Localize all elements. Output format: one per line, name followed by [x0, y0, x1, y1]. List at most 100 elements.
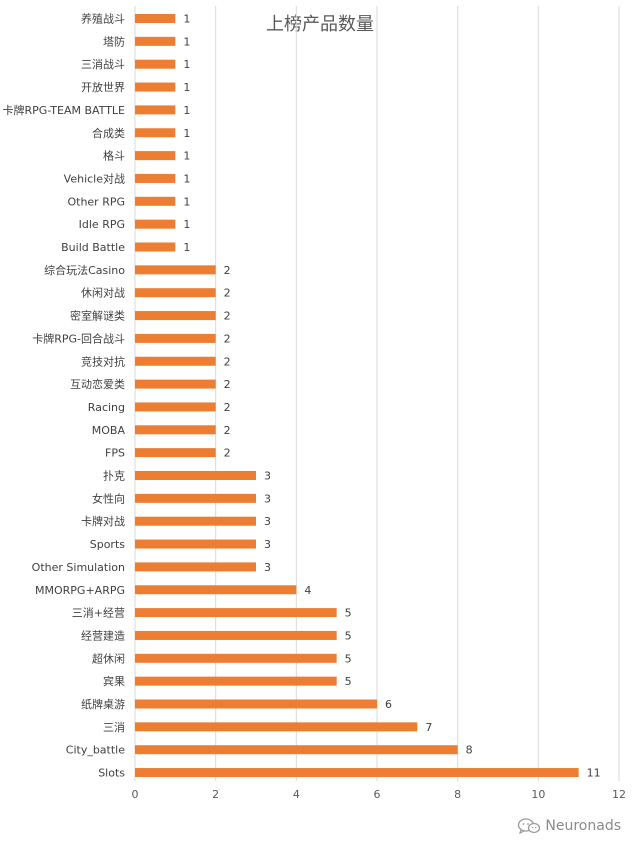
bar [135, 82, 176, 92]
bar [135, 128, 176, 138]
bar [135, 105, 176, 115]
data-label: 2 [224, 355, 231, 368]
category-label: Racing [88, 401, 125, 414]
category-label: 超休闲 [92, 651, 125, 665]
data-label: 1 [183, 172, 190, 185]
data-label: 3 [264, 561, 271, 574]
data-label: 11 [587, 767, 601, 780]
category-label: 卡牌RPG-TEAM BATTLE [3, 103, 126, 117]
x-tick-label: 2 [212, 788, 219, 801]
category-label: 综合玩法Casino [44, 263, 125, 277]
bar [135, 722, 418, 732]
bar [135, 173, 176, 183]
bar [135, 448, 216, 458]
data-label: 1 [183, 218, 190, 231]
bar [135, 356, 216, 366]
data-label: 2 [224, 401, 231, 414]
data-label: 1 [183, 241, 190, 254]
category-label: Build Battle [61, 241, 125, 254]
bar [135, 676, 337, 686]
x-tick-label: 0 [132, 788, 139, 801]
category-label: 休闲对战 [81, 286, 125, 300]
x-tick-label: 12 [612, 788, 626, 801]
data-label: 3 [264, 470, 271, 483]
bar [135, 745, 458, 755]
category-label: 宾果 [103, 674, 125, 688]
category-label: 密室解谜类 [70, 309, 125, 323]
category-label: 开放世界 [81, 80, 125, 94]
category-label: 格斗 [103, 149, 125, 163]
watermark: Neuronads [517, 818, 621, 834]
category-label: 竞技对抗 [81, 354, 125, 368]
bar [135, 493, 256, 503]
bar [135, 653, 337, 663]
bar [135, 562, 256, 572]
data-label: 1 [183, 150, 190, 163]
bar [135, 196, 176, 206]
category-label: 三消战斗 [81, 57, 125, 71]
bar [135, 14, 176, 23]
x-tick-label: 10 [531, 788, 545, 801]
category-label: 三消 [103, 720, 125, 734]
bar [135, 151, 176, 161]
category-label: Vehicle对战 [64, 171, 125, 185]
category-label: 女性向 [92, 491, 125, 505]
category-label: Sports [90, 538, 126, 551]
data-label: 5 [345, 652, 352, 665]
data-label: 2 [224, 447, 231, 460]
data-label: 2 [224, 310, 231, 323]
bar [135, 768, 579, 778]
bar [135, 516, 256, 526]
bar [135, 699, 377, 709]
x-tick-label: 8 [454, 788, 461, 801]
bar [135, 265, 216, 275]
data-label: 1 [183, 127, 190, 140]
data-label: 7 [425, 721, 432, 734]
wechat-icon [518, 818, 541, 834]
bar [135, 242, 176, 252]
bar [135, 311, 216, 321]
bar [135, 630, 337, 640]
data-label: 3 [264, 538, 271, 551]
category-label: 经营建造 [81, 628, 125, 642]
data-label: 1 [183, 35, 190, 48]
data-label: 2 [224, 264, 231, 277]
x-tick-label: 6 [374, 788, 381, 801]
category-label: 养殖战斗 [81, 12, 125, 26]
data-label: 5 [345, 629, 352, 642]
bar [135, 36, 176, 46]
data-label: 1 [183, 13, 190, 26]
data-label: 2 [224, 332, 231, 345]
category-label: 塔防 [103, 34, 125, 48]
chart-title: 上榜产品数量 [266, 14, 374, 35]
data-label: 4 [304, 584, 311, 597]
bar [135, 333, 216, 343]
bar [135, 59, 176, 69]
category-label: 卡牌RPG-回合战斗 [32, 331, 125, 345]
data-label: 5 [345, 675, 352, 688]
category-label: Slots [98, 767, 125, 780]
category-label: Idle RPG [79, 218, 125, 231]
data-label: 6 [385, 698, 392, 711]
bar [135, 608, 337, 618]
watermark-text: Neuronads [545, 818, 621, 834]
data-label: 2 [224, 424, 231, 437]
data-label: 5 [345, 607, 352, 620]
data-label: 3 [264, 492, 271, 505]
x-tick-label: 4 [293, 788, 300, 801]
data-label: 2 [224, 287, 231, 300]
data-label: 1 [183, 104, 190, 117]
category-label: Other RPG [67, 195, 125, 208]
bar [135, 539, 256, 549]
data-label: 1 [183, 58, 190, 71]
category-label: FPS [105, 447, 125, 460]
data-label: 8 [466, 744, 473, 757]
bar [135, 219, 176, 229]
category-label: 三消+经营 [72, 606, 125, 620]
bar [135, 425, 216, 435]
category-label: Other Simulation [32, 561, 125, 574]
category-label: 卡牌对战 [81, 514, 125, 528]
category-label: 纸牌桌游 [81, 697, 125, 711]
category-label: 合成类 [92, 126, 125, 140]
